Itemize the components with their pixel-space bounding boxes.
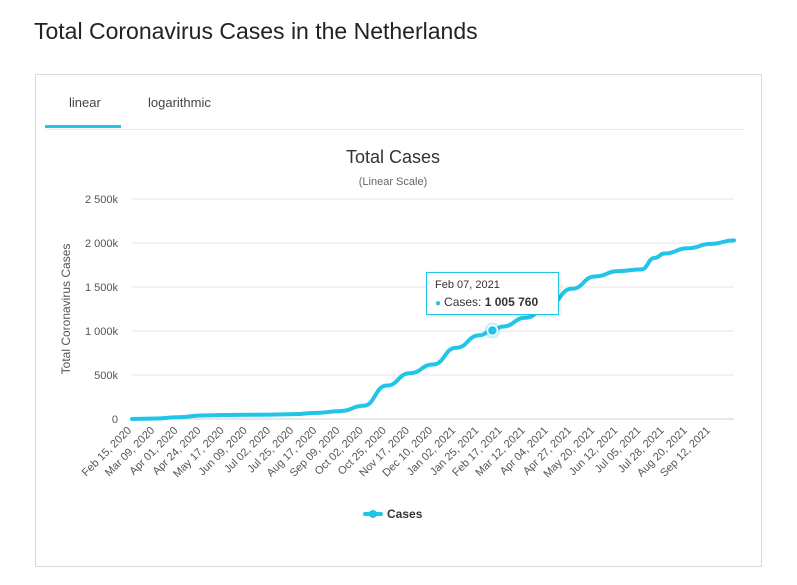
y-tick-label: 2 500k (85, 194, 119, 206)
legend[interactable]: Cases (363, 507, 423, 521)
series-line[interactable] (130, 238, 736, 421)
tab-logarithmic[interactable]: logarithmic (148, 95, 211, 110)
scale-tabs: linear logarithmic (45, 75, 745, 130)
y-tick-label: 2 000k (85, 238, 119, 250)
legend-cases-marker (369, 510, 377, 518)
y-tick-label: 0 (112, 414, 118, 426)
chart-title: Total Cases (346, 147, 440, 167)
tooltip-row: ● Cases: 1 005 760 (435, 295, 550, 309)
tooltip-value: 1 005 760 (484, 295, 539, 309)
y-tick-labels: 0 500k 1 000k 1 500k 2 000k 2 500k (85, 194, 119, 426)
tooltip-series-label: Cases: (444, 295, 482, 309)
tooltip-series-dot-icon: ● (435, 298, 442, 309)
series-cases (130, 238, 736, 421)
y-tick-label: 1 000k (85, 326, 119, 338)
tab-linear[interactable]: linear (69, 95, 101, 110)
chart-subtitle: (Linear Scale) (359, 176, 427, 188)
tooltip: Feb 07, 2021 ● Cases: 1 005 760 (426, 272, 559, 315)
chart-panel: linear logarithmic (35, 74, 762, 567)
legend-cases-label: Cases (387, 507, 423, 521)
page-title: Total Coronavirus Cases in the Netherlan… (34, 18, 478, 44)
y-tick-label: 500k (94, 370, 118, 382)
y-tick-label: 1 500k (85, 282, 119, 294)
y-axis-label: Total Coronavirus Cases (59, 244, 73, 375)
tooltip-date: Feb 07, 2021 (435, 279, 500, 291)
highlight-point[interactable] (486, 324, 499, 337)
active-tab-indicator (45, 125, 121, 128)
